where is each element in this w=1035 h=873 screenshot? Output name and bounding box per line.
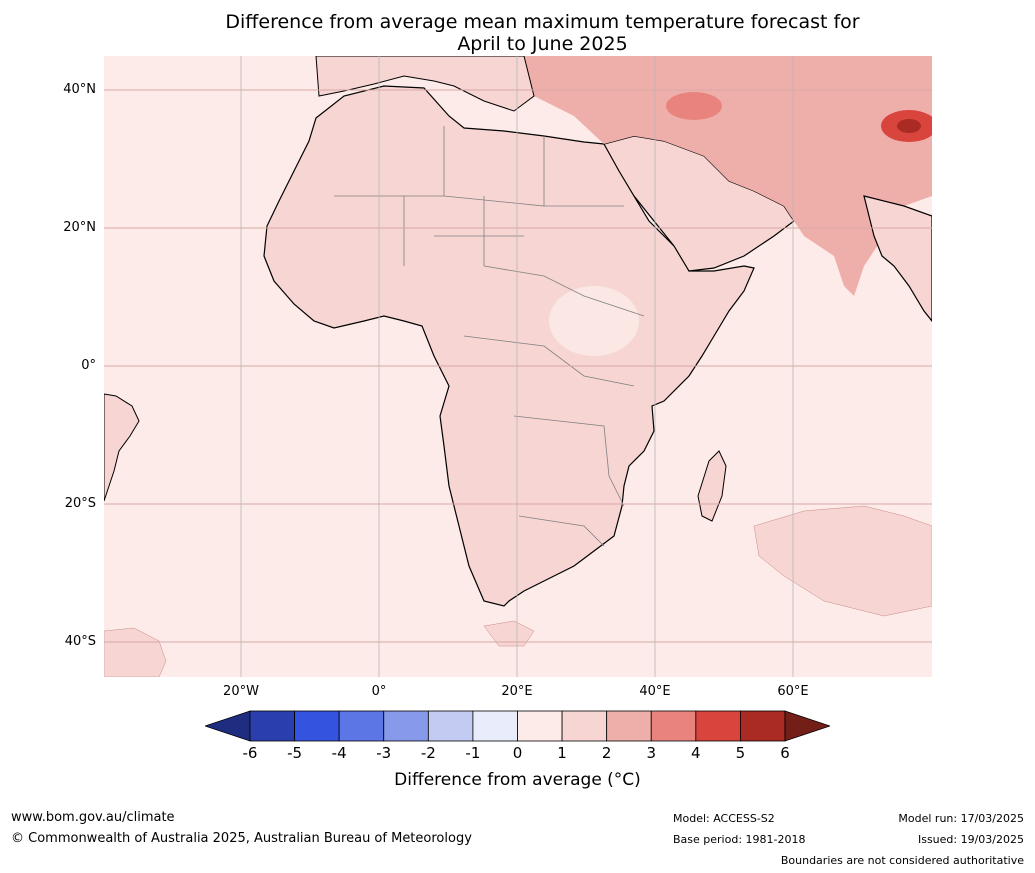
india-land [863, 195, 932, 322]
lat-label-0: 0° [81, 358, 96, 373]
lat-label-20s: 20°S [64, 496, 96, 511]
asia-land [524, 56, 932, 296]
colorbar-tick-label: 0 [512, 744, 523, 762]
colorbar-cell [249, 710, 295, 742]
neutral-area-east-africa [549, 286, 639, 356]
footer-issued: Issued: 19/03/2025 [917, 833, 1024, 846]
temperature-anomaly-map [104, 56, 932, 677]
colorbar-tick-label: -4 [331, 744, 347, 762]
colorbar [205, 710, 830, 742]
colorbar-cell [740, 710, 786, 742]
colorbar-cell [695, 710, 741, 742]
colorbar-tick-label: -1 [465, 744, 481, 762]
colorbar-arrow-low [205, 710, 251, 742]
south-america-land [104, 393, 140, 502]
lon-label-0: 0° [371, 684, 387, 699]
footer-base-period: Base period: 1981-2018 [673, 833, 806, 846]
europe-land [315, 56, 535, 112]
colorbar-tick-label: -3 [376, 744, 392, 762]
colorbar-tick-label: 3 [646, 744, 657, 762]
country-borders [334, 126, 645, 547]
lon-label-20e: 20°E [501, 684, 533, 699]
lon-label-60e: 60°E [777, 684, 809, 699]
colorbar-arrow-high [784, 710, 830, 742]
colorbar-cell [472, 710, 518, 742]
colorbar-cell [338, 710, 385, 742]
colorbar-tick-label: -5 [287, 744, 303, 762]
lon-label-40e: 40°E [639, 684, 671, 699]
colorbar-tick-label: 4 [691, 744, 701, 762]
lat-label-40n: 40°N [63, 82, 96, 97]
colorbar-cell [606, 710, 652, 742]
lat-label-40s: 40°S [64, 634, 96, 649]
footer-website: www.bom.gov.au/climate [11, 810, 175, 825]
colorbar-tick-label: 5 [735, 744, 746, 762]
colorbar-cell [561, 710, 608, 742]
footer-copyright: © Commonwealth of Australia 2025, Austra… [11, 831, 472, 846]
map-title-line-1: Difference from average mean maximum tem… [225, 11, 860, 33]
colorbar-tick-label: 6 [780, 744, 790, 762]
meridians [240, 56, 794, 677]
lat-label-20n: 20°N [63, 220, 96, 235]
colorbar-cell [427, 710, 474, 742]
ocean-warm-patch-southwest [104, 627, 167, 677]
map-title-line-2: April to June 2025 [457, 33, 628, 55]
colorbar-cell [383, 710, 429, 742]
colorbar-tick-label: -2 [420, 744, 436, 762]
ocean-warm-patch-indian [753, 505, 932, 617]
colorbar-label: Difference from average (°C) [394, 770, 641, 790]
colorbar-cell [650, 710, 697, 742]
hotspot-core [897, 119, 921, 133]
colorbar-cell [294, 710, 340, 742]
colorbar-tick-label: 1 [557, 744, 567, 762]
colorbar-tick-label: 2 [601, 744, 612, 762]
colorbar-cell [517, 710, 563, 742]
lon-label-20w: 20°W [223, 684, 259, 699]
footer-model-run: Model run: 17/03/2025 [898, 812, 1024, 825]
footer-model: Model: ACCESS-S2 [673, 812, 775, 825]
graticule [104, 89, 932, 643]
warm-area-middle-east [666, 92, 722, 120]
ocean-warm-patch-south-atlantic [483, 620, 535, 647]
colorbar-tick-label: -6 [242, 744, 258, 762]
footer-disclaimer: Boundaries are not considered authoritat… [780, 854, 1024, 867]
